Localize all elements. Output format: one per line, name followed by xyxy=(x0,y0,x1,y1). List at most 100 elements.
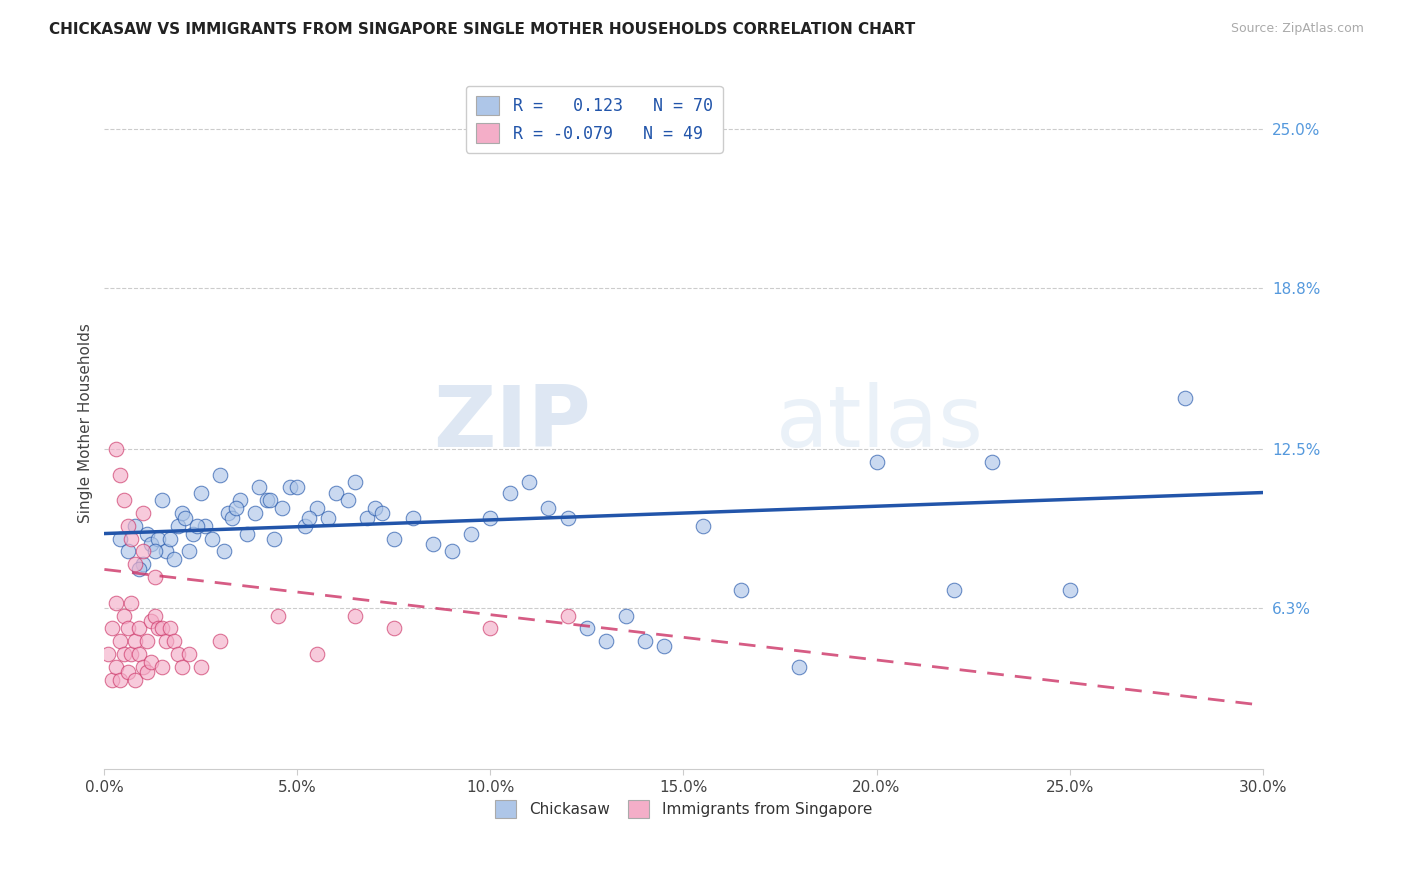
Point xyxy=(181,526,204,541)
Point xyxy=(108,634,131,648)
Point xyxy=(243,506,266,520)
Point xyxy=(108,673,131,687)
Point xyxy=(209,467,232,482)
Point xyxy=(124,558,146,572)
Point xyxy=(143,608,166,623)
Point xyxy=(132,558,155,572)
Point xyxy=(402,511,425,525)
Point xyxy=(942,582,965,597)
Point xyxy=(166,519,188,533)
Point xyxy=(479,621,502,635)
Point xyxy=(104,596,127,610)
Point xyxy=(132,506,155,520)
Point xyxy=(557,608,579,623)
Point xyxy=(201,532,224,546)
Point xyxy=(139,537,162,551)
Point xyxy=(236,526,259,541)
Point xyxy=(730,582,752,597)
Point xyxy=(179,647,201,661)
Point xyxy=(179,544,201,558)
Point xyxy=(517,475,540,490)
Point xyxy=(865,455,887,469)
Point xyxy=(135,526,157,541)
Point xyxy=(325,485,347,500)
Point xyxy=(460,526,482,541)
Point xyxy=(124,634,146,648)
Point xyxy=(217,506,239,520)
Point xyxy=(117,665,139,679)
Point xyxy=(112,647,135,661)
Point xyxy=(117,519,139,533)
Point xyxy=(174,511,197,525)
Point xyxy=(692,519,714,533)
Point xyxy=(440,544,463,558)
Point xyxy=(305,500,328,515)
Point xyxy=(356,511,378,525)
Point xyxy=(259,493,281,508)
Point xyxy=(194,519,217,533)
Point xyxy=(163,634,186,648)
Point xyxy=(101,621,124,635)
Text: Source: ZipAtlas.com: Source: ZipAtlas.com xyxy=(1230,22,1364,36)
Point xyxy=(298,511,321,525)
Point xyxy=(499,485,522,500)
Point xyxy=(117,544,139,558)
Point xyxy=(267,608,290,623)
Point xyxy=(124,673,146,687)
Point xyxy=(271,500,294,515)
Point xyxy=(155,544,177,558)
Point xyxy=(143,570,166,584)
Point xyxy=(336,493,359,508)
Point xyxy=(108,467,131,482)
Point xyxy=(363,500,385,515)
Point xyxy=(132,660,155,674)
Point xyxy=(128,562,150,576)
Text: ZIP: ZIP xyxy=(433,382,591,465)
Point xyxy=(159,532,181,546)
Point xyxy=(190,660,212,674)
Point xyxy=(150,493,173,508)
Point xyxy=(139,655,162,669)
Point xyxy=(225,500,247,515)
Y-axis label: Single Mother Households: Single Mother Households xyxy=(79,324,93,524)
Point xyxy=(120,647,142,661)
Point xyxy=(155,634,177,648)
Point xyxy=(150,621,173,635)
Point xyxy=(124,519,146,533)
Point xyxy=(575,621,598,635)
Point xyxy=(287,480,309,494)
Point xyxy=(163,552,186,566)
Point xyxy=(120,596,142,610)
Point xyxy=(344,608,367,623)
Point xyxy=(170,506,193,520)
Point xyxy=(537,500,560,515)
Point xyxy=(97,647,120,661)
Point xyxy=(789,660,811,674)
Point xyxy=(212,544,235,558)
Point xyxy=(112,608,135,623)
Point xyxy=(557,511,579,525)
Point xyxy=(634,634,657,648)
Point xyxy=(256,493,278,508)
Point xyxy=(344,475,367,490)
Point xyxy=(120,532,142,546)
Point xyxy=(221,511,243,525)
Point xyxy=(148,621,170,635)
Point xyxy=(247,480,270,494)
Point xyxy=(135,634,157,648)
Text: atlas: atlas xyxy=(776,382,984,465)
Point xyxy=(186,519,208,533)
Point xyxy=(170,660,193,674)
Point xyxy=(148,532,170,546)
Point xyxy=(228,493,250,508)
Point xyxy=(981,455,1004,469)
Point xyxy=(318,511,340,525)
Point xyxy=(1174,391,1197,405)
Point xyxy=(139,614,162,628)
Point xyxy=(112,493,135,508)
Point xyxy=(652,640,675,654)
Legend: Chickasaw, Immigrants from Singapore: Chickasaw, Immigrants from Singapore xyxy=(489,794,877,824)
Point xyxy=(132,544,155,558)
Point xyxy=(371,506,394,520)
Text: CHICKASAW VS IMMIGRANTS FROM SINGAPORE SINGLE MOTHER HOUSEHOLDS CORRELATION CHAR: CHICKASAW VS IMMIGRANTS FROM SINGAPORE S… xyxy=(49,22,915,37)
